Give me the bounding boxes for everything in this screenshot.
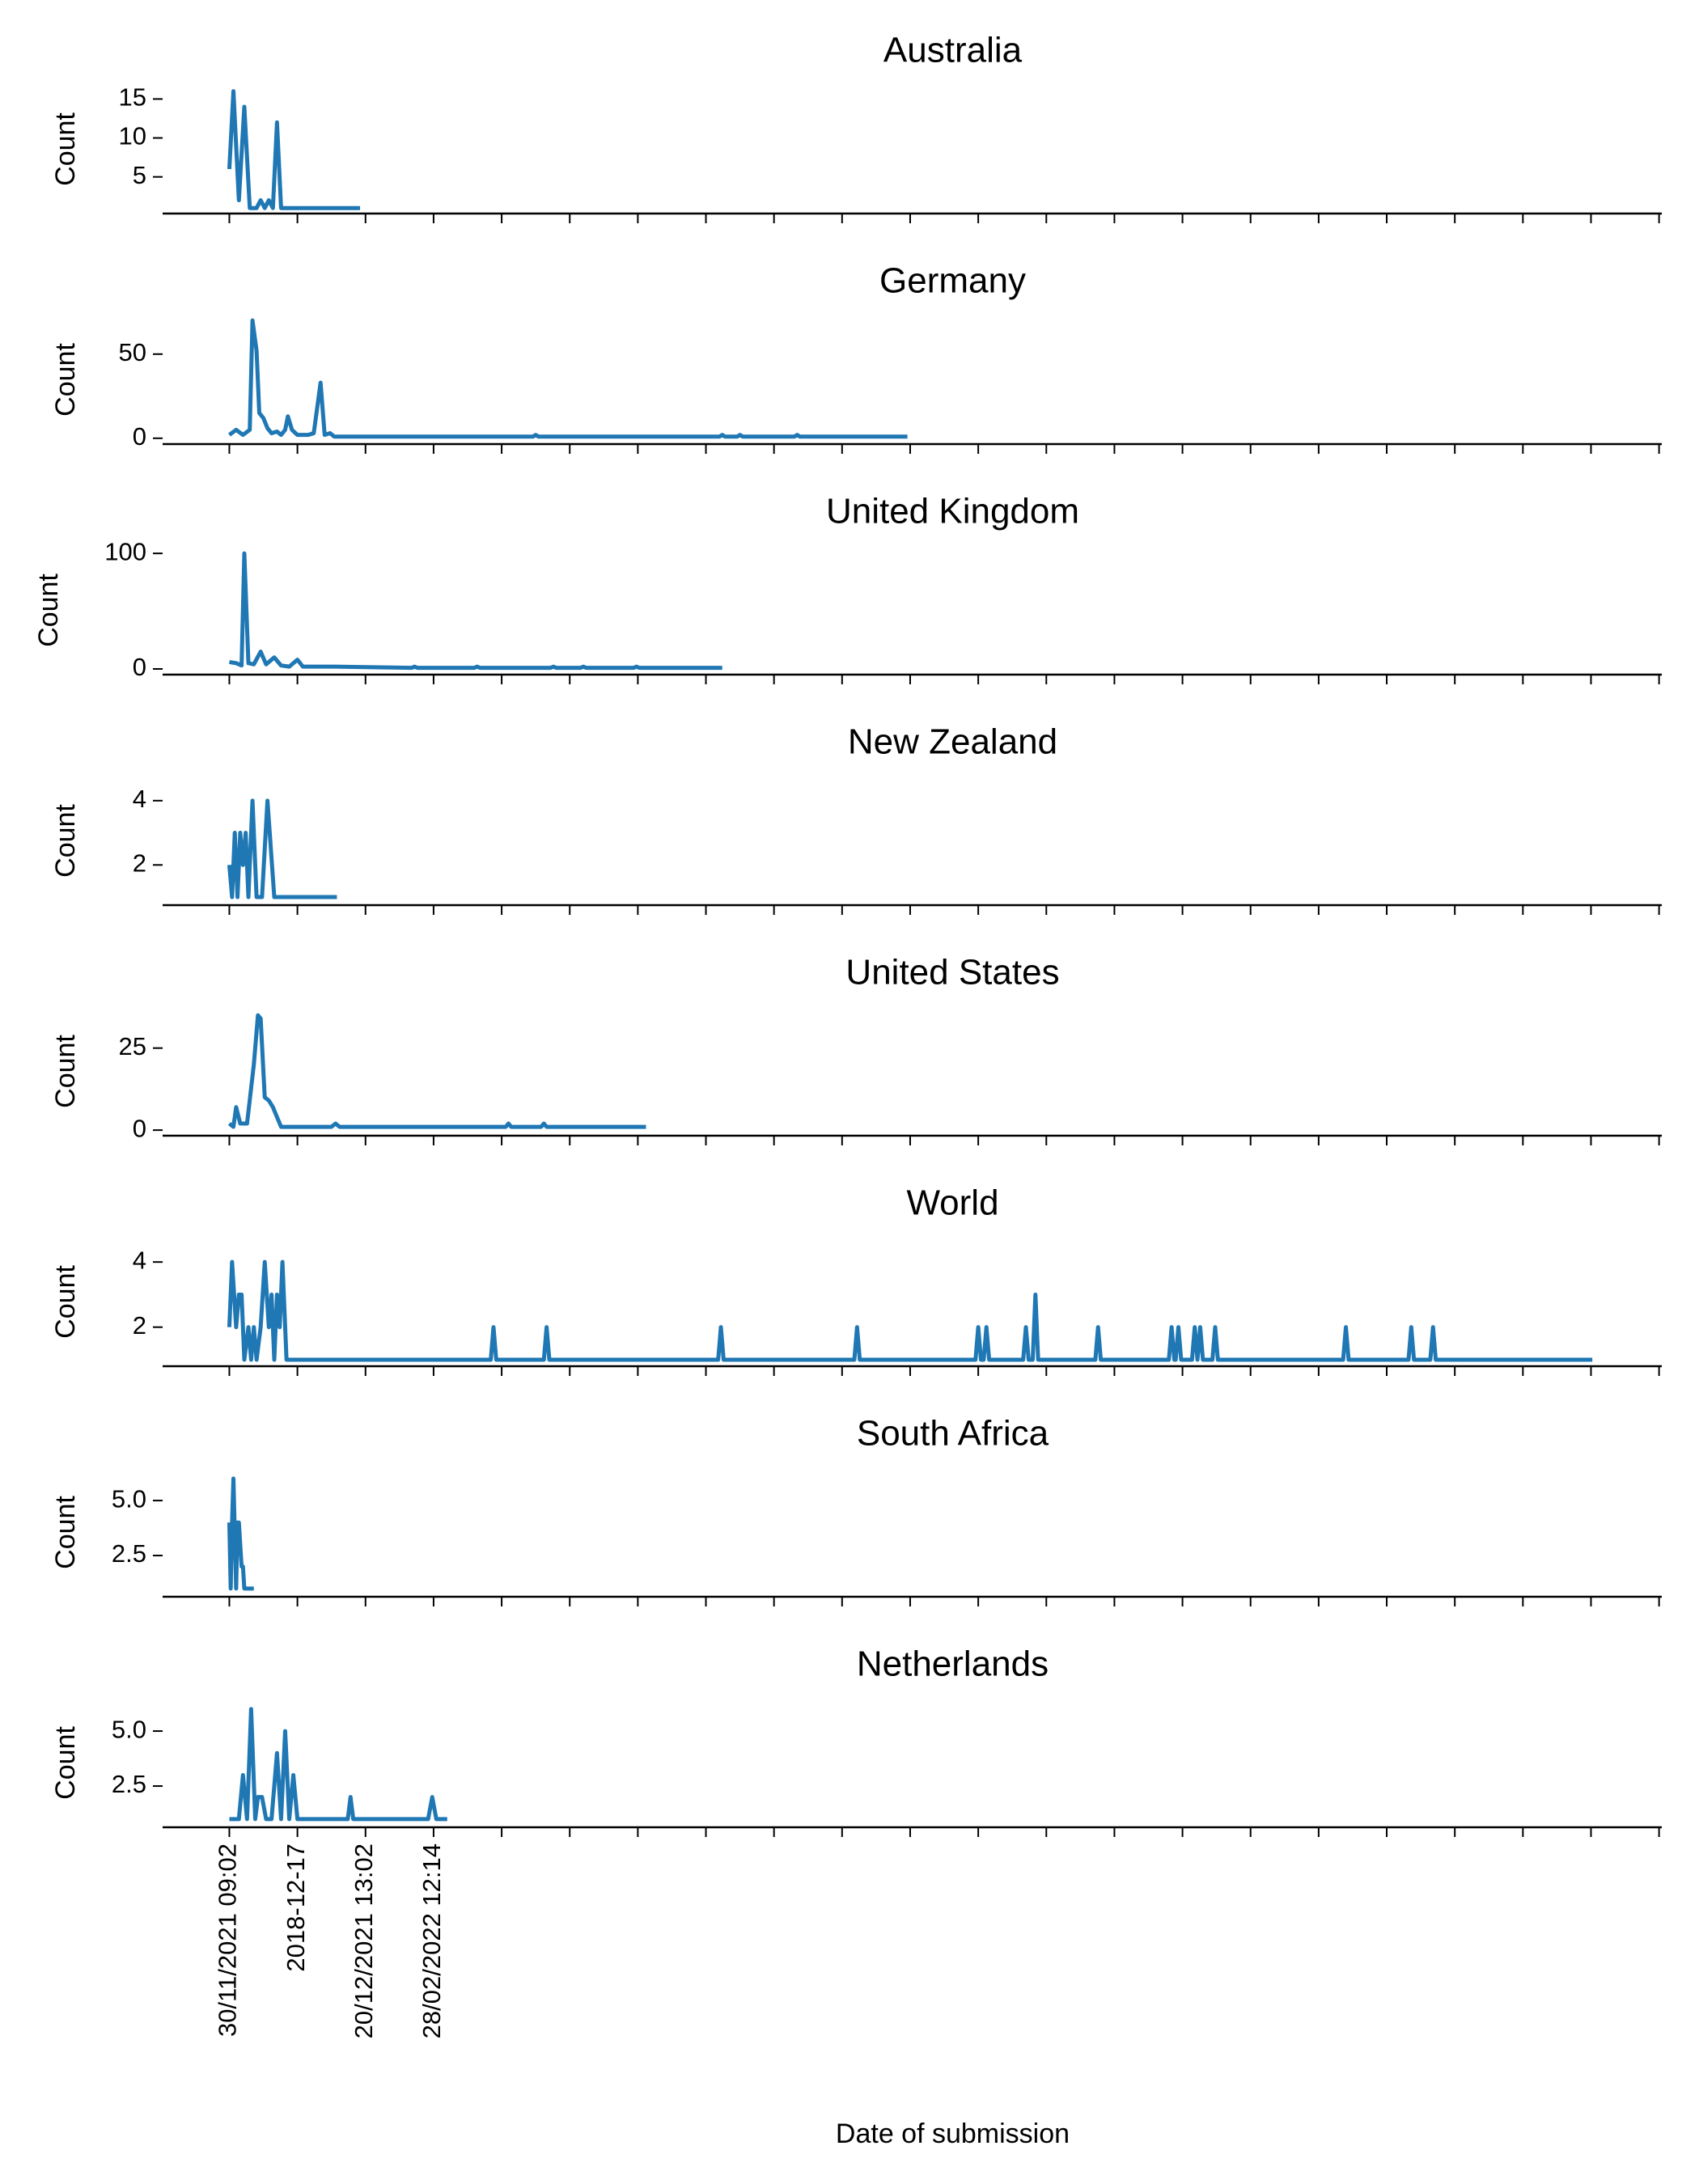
y-axis-label: Count <box>50 1726 81 1800</box>
y-tick-label: 0 <box>133 653 146 681</box>
y-tick-label: 0 <box>133 422 146 451</box>
y-axis-label: Count <box>50 1496 81 1569</box>
data-line <box>227 1476 254 1591</box>
x-tick-label: 2018-12-17 <box>282 1843 310 1972</box>
x-tick-label: 28/02/2022 12:14 <box>417 1843 446 2038</box>
subplot-title: South Africa <box>857 1414 1049 1454</box>
y-tick-label: 4 <box>133 785 146 813</box>
y-tick-label: 50 <box>119 338 146 366</box>
y-tick-label: 2 <box>133 1311 146 1340</box>
y-tick-label: 0 <box>133 1114 146 1142</box>
subplot-title: World <box>906 1183 998 1223</box>
y-axis-label: Count <box>33 574 64 647</box>
y-tick-label: 5.0 <box>112 1484 146 1513</box>
y-axis-label: Count <box>50 804 81 878</box>
y-tick-label: 2 <box>133 849 146 877</box>
y-tick-label: 2.5 <box>112 1770 146 1798</box>
y-tick-label: 25 <box>119 1032 146 1060</box>
x-tick-label: 30/11/2021 09:02 <box>214 1843 242 2037</box>
subplot-title: United States <box>845 953 1059 993</box>
y-axis-label: Count <box>50 1035 81 1108</box>
y-tick-label: 2.5 <box>112 1539 146 1568</box>
subplot-title: Netherlands <box>857 1644 1049 1684</box>
data-line <box>227 798 337 899</box>
y-tick-label: 5 <box>133 161 146 189</box>
subplot-title: United Kingdom <box>826 492 1079 531</box>
y-tick-label: 4 <box>133 1246 146 1274</box>
data-line <box>229 551 722 671</box>
subplot-title: New Zealand <box>848 722 1057 762</box>
y-axis-label: Count <box>50 343 81 417</box>
y-tick-label: 15 <box>119 83 146 112</box>
data-line <box>227 89 361 210</box>
y-tick-label: 10 <box>119 122 146 150</box>
data-line <box>227 318 908 439</box>
y-tick-label: 5.0 <box>112 1715 146 1743</box>
y-axis-label: Count <box>50 112 81 186</box>
y-axis-label: Count <box>50 1265 81 1339</box>
y-tick-label: 100 <box>104 537 146 565</box>
subplot-title: Australia <box>883 31 1023 70</box>
data-line <box>227 1013 646 1129</box>
data-line <box>229 1707 447 1822</box>
x-axis-label: Date of submission <box>836 2118 1070 2149</box>
x-tick-label: 20/12/2021 13:02 <box>350 1843 378 2038</box>
data-line <box>227 1259 1593 1362</box>
subplot-title: Germany <box>879 261 1026 301</box>
